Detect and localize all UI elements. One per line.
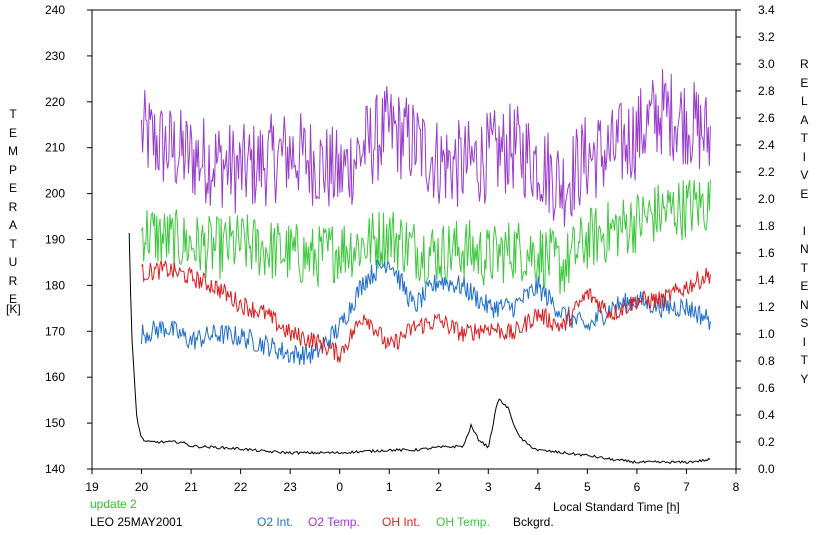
series-line-oh-temp	[141, 179, 711, 295]
tick-labels: 19 20 21 22 23 0 1 2 3 4 5 6 7 8140150160170180190200…	[45, 3, 775, 494]
right-axis-label: R E L A T I V E I N T E N S I T Y	[800, 57, 809, 386]
legend-item-oh-temp: OH Temp.	[436, 515, 490, 529]
x-tick-label: 4	[535, 480, 542, 494]
left-tick-label: 140	[45, 462, 65, 476]
x-tick-label: 23	[283, 480, 297, 494]
right-tick-label: 1.8	[758, 219, 775, 233]
x-tick-label: 20	[135, 480, 149, 494]
right-tick-label: 0.0	[758, 462, 775, 476]
left-tick-label: 160	[45, 370, 65, 384]
right-tick-label: 1.4	[758, 273, 775, 287]
station-label: LEO 25MAY2001	[90, 515, 183, 529]
right-tick-label: 0.2	[758, 435, 775, 449]
left-tick-label: 210	[45, 141, 65, 155]
x-tick-label: 6	[634, 480, 641, 494]
left-tick-label: 150	[45, 416, 65, 430]
left-tick-label: 170	[45, 324, 65, 338]
x-tick-label: 22	[234, 480, 248, 494]
right-tick-label: 0.6	[758, 381, 775, 395]
x-tick-label: 7	[683, 480, 690, 494]
left-tick-label: 200	[45, 187, 65, 201]
x-axis-label: Local Standard Time [h]	[553, 500, 680, 514]
right-tick-label: 1.0	[758, 327, 775, 341]
left-tick-label: 230	[45, 49, 65, 63]
left-tick-label: 180	[45, 278, 65, 292]
left-tick-label: 240	[45, 3, 65, 17]
x-tick-label: 1	[386, 480, 393, 494]
x-tick-label: 2	[435, 480, 442, 494]
right-tick-label: 3.2	[758, 30, 775, 44]
right-tick-label: 1.6	[758, 246, 775, 260]
plot-frame	[91, 9, 737, 470]
series-line-o2-temp	[141, 69, 711, 227]
x-tick-label: 5	[584, 480, 591, 494]
right-tick-label: 2.6	[758, 111, 775, 125]
series-line-oh-int	[141, 260, 711, 363]
right-tick-label: 0.8	[758, 354, 775, 368]
right-tick-label: 2.0	[758, 192, 775, 206]
axes	[87, 9, 741, 474]
legend-item-oh-int: OH Int.	[382, 515, 421, 529]
x-tick-label: 19	[85, 480, 99, 494]
x-tick-label: 21	[184, 480, 198, 494]
series-line-bckgrd	[128, 232, 711, 465]
series-line-o2-int	[141, 259, 711, 366]
left-tick-label: 190	[45, 233, 65, 247]
right-tick-label: 2.2	[758, 165, 775, 179]
right-tick-label: 2.4	[758, 138, 775, 152]
right-tick-label: 1.2	[758, 300, 775, 314]
x-tick-label: 3	[485, 480, 492, 494]
right-tick-label: 3.4	[758, 3, 775, 17]
x-tick-label: 8	[733, 480, 740, 494]
left-tick-label: 220	[45, 95, 65, 109]
right-tick-label: 2.8	[758, 84, 775, 98]
right-tick-label: 0.4	[758, 408, 775, 422]
right-tick-label: 3.0	[758, 57, 775, 71]
left-axis-unit: [K]	[6, 302, 21, 316]
series-layer	[128, 69, 711, 465]
left-axis-label: T E M P E R A T U R E	[8, 107, 18, 306]
legend-item-o2-int: O2 Int.	[257, 515, 294, 529]
legend-item-o2-temp: O2 Temp.	[308, 515, 360, 529]
legend-item-bckgrd: Bckgrd.	[513, 515, 554, 529]
status-text: update 2	[90, 497, 137, 511]
x-tick-label: 0	[336, 480, 343, 494]
